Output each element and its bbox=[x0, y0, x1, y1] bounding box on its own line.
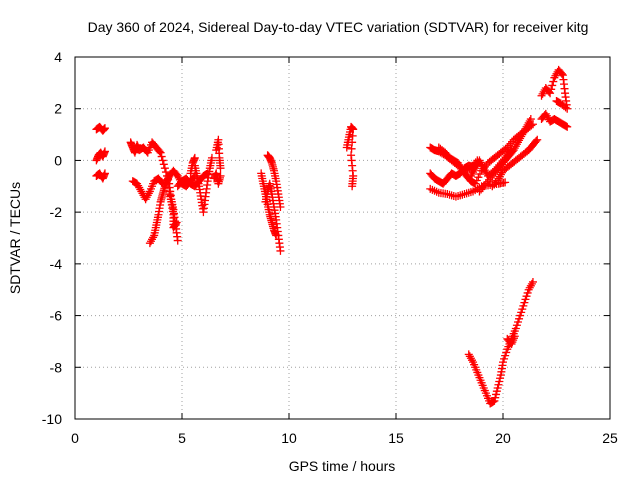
series-t20 bbox=[475, 115, 535, 196]
series-t01a bbox=[92, 122, 109, 135]
axis-ticks: 0 5 10 15 20 25 -10 -8 -6 -4 -2 0 2 4 bbox=[42, 49, 618, 446]
data-point bbox=[156, 148, 165, 157]
series-t22 bbox=[464, 277, 537, 408]
series-t24 bbox=[537, 65, 572, 113]
data-point bbox=[190, 153, 199, 162]
data-point bbox=[348, 182, 357, 191]
data-point bbox=[526, 281, 535, 290]
data-point bbox=[158, 156, 167, 165]
y-tick-label: -4 bbox=[50, 256, 63, 272]
x-tick-label: 5 bbox=[178, 430, 186, 446]
data-point bbox=[159, 160, 168, 169]
data-point bbox=[160, 164, 169, 173]
data-point bbox=[508, 338, 517, 347]
series-t25 bbox=[537, 109, 572, 131]
data-point bbox=[173, 236, 182, 245]
data-point bbox=[532, 137, 541, 146]
y-tick-label: -8 bbox=[50, 359, 63, 375]
data-point bbox=[507, 340, 516, 349]
series-t03 bbox=[128, 174, 167, 204]
data-point bbox=[216, 164, 225, 173]
plot-frame bbox=[74, 56, 611, 420]
series-t05 bbox=[165, 187, 181, 232]
data-point bbox=[207, 153, 216, 162]
data-point bbox=[157, 152, 166, 161]
data-point bbox=[171, 219, 180, 228]
data-point bbox=[509, 336, 518, 345]
series-t09 bbox=[210, 169, 225, 188]
data-point bbox=[467, 356, 476, 365]
data-point bbox=[509, 334, 518, 343]
data-point bbox=[528, 277, 537, 286]
x-tick-label: 20 bbox=[495, 430, 511, 446]
data-point bbox=[172, 218, 181, 227]
data-point bbox=[149, 233, 158, 242]
data-point bbox=[547, 85, 556, 94]
y-axis-label: SDTVAR / TECUs bbox=[7, 182, 23, 294]
data-point bbox=[526, 115, 535, 124]
series-t21 bbox=[488, 135, 542, 191]
data-point bbox=[549, 77, 558, 86]
x-tick-label: 25 bbox=[602, 430, 618, 446]
series-t10 bbox=[212, 135, 225, 173]
x-axis-label: GPS time / hours bbox=[289, 458, 396, 474]
data-point bbox=[552, 96, 561, 105]
data-point bbox=[100, 147, 109, 156]
grid bbox=[75, 57, 610, 419]
series-t01b bbox=[92, 147, 109, 165]
series-t14 bbox=[342, 122, 358, 191]
data-point bbox=[527, 279, 536, 288]
data-point bbox=[525, 116, 534, 125]
chart-title: Day 360 of 2024, Sidereal Day-to-day VTE… bbox=[88, 19, 589, 35]
data-point bbox=[276, 202, 285, 211]
data-point bbox=[533, 135, 542, 144]
data-point bbox=[510, 332, 519, 341]
series-t13 bbox=[263, 151, 285, 211]
y-tick-label: 4 bbox=[54, 49, 62, 65]
y-tick-label: 0 bbox=[54, 152, 62, 168]
data-point bbox=[276, 246, 285, 255]
x-tick-label: 10 bbox=[281, 430, 297, 446]
y-tick-label: 2 bbox=[54, 101, 62, 117]
series-t12 bbox=[261, 179, 285, 255]
data-point bbox=[100, 124, 109, 133]
data-point bbox=[548, 81, 557, 90]
y-tick-label: -6 bbox=[50, 308, 63, 324]
data-point bbox=[216, 171, 225, 180]
data-point bbox=[155, 147, 164, 156]
data-point bbox=[557, 69, 566, 78]
y-tick-label: -10 bbox=[42, 411, 62, 427]
series-t08 bbox=[190, 153, 216, 217]
data-point bbox=[100, 169, 109, 178]
data-point bbox=[144, 189, 153, 198]
data-point bbox=[501, 178, 510, 187]
data-marks bbox=[92, 65, 572, 408]
x-tick-label: 15 bbox=[388, 430, 404, 446]
y-tick-label: -2 bbox=[50, 204, 63, 220]
x-tick-label: 0 bbox=[71, 430, 79, 446]
data-point bbox=[563, 122, 572, 131]
series-t01c bbox=[92, 169, 109, 183]
data-point bbox=[546, 89, 555, 98]
series-t23 bbox=[503, 332, 519, 349]
